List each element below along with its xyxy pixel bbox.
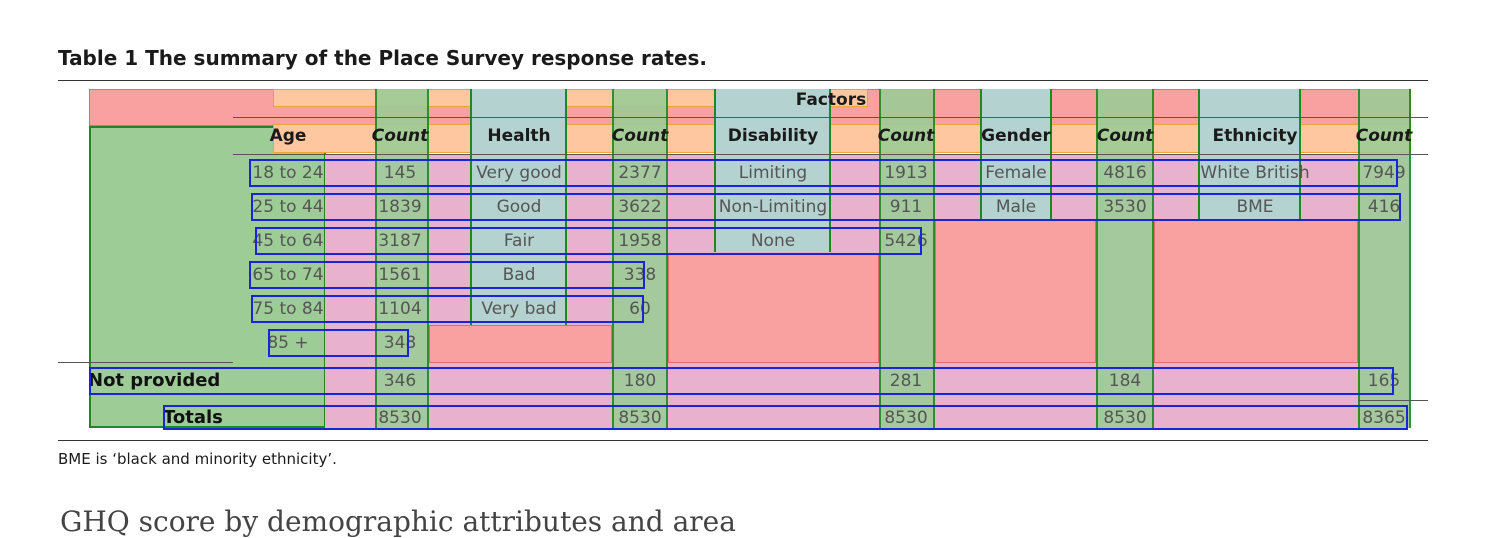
next-section-heading: GHQ score by demographic attributes and … — [60, 505, 736, 538]
table-cell: Very bad — [481, 299, 557, 319]
table-bottom-rule — [58, 440, 1428, 441]
table-cell: 75 to 84 — [252, 299, 324, 319]
table-cell: Very good — [476, 163, 562, 183]
table-cell: 1561 — [378, 265, 422, 285]
table-cell: 145 — [383, 163, 417, 183]
header-gender: Gender — [981, 126, 1051, 146]
row-box — [249, 261, 645, 289]
table-cell: 1839 — [378, 197, 422, 217]
row-box — [251, 193, 1401, 221]
not-provided-label: Not provided — [88, 370, 221, 391]
row-label-column — [89, 126, 326, 428]
table-cell: 8530 — [884, 408, 928, 428]
header-bottom-rule — [233, 154, 1428, 155]
table-cell: 3530 — [1103, 197, 1147, 217]
header-count-2: Count — [611, 126, 669, 146]
disability-col — [714, 89, 831, 252]
row-box — [163, 405, 1408, 430]
table-cell: Fair — [503, 231, 535, 251]
table-cell: 18 to 24 — [252, 163, 324, 183]
count-col-4 — [1096, 89, 1154, 428]
table-cell: 8530 — [378, 408, 422, 428]
table-cell: 85 + — [267, 333, 309, 353]
table-cell: 184 — [1108, 371, 1142, 391]
header-count-4: Count — [1096, 126, 1154, 146]
table-cell: 338 — [623, 265, 657, 285]
totals-rule — [1358, 400, 1428, 401]
table-cell: Limiting — [738, 163, 808, 183]
factors-label: Factors — [795, 90, 867, 110]
header-count-1: Count — [371, 126, 429, 146]
table-cell: 3187 — [378, 231, 422, 251]
table-cell: 60 — [629, 299, 651, 319]
empty-region-2 — [668, 253, 879, 363]
header-disability: Disability — [727, 126, 819, 146]
count-col-5 — [1358, 89, 1411, 428]
table-footnote: BME is ‘black and minority ethnicity’. — [58, 450, 337, 468]
header-count-3: Count — [877, 126, 935, 146]
row-box — [249, 159, 1398, 187]
header-count-5: Count — [1355, 126, 1413, 146]
header-health: Health — [487, 126, 551, 146]
table-cell: Non-Limiting — [718, 197, 828, 217]
header-age: Age — [269, 126, 307, 146]
table-cell: Good — [496, 197, 542, 217]
table-cell: 180 — [623, 371, 657, 391]
header-ethnicity: Ethnicity — [1212, 126, 1298, 146]
totals-label: Totals — [163, 407, 223, 428]
table-cell: 1104 — [378, 299, 422, 319]
table-cell: None — [750, 231, 796, 251]
health-col — [470, 89, 567, 326]
table-caption: Table 1 The summary of the Place Survey … — [58, 46, 708, 70]
count-col-3 — [879, 89, 935, 428]
table-top-rule — [58, 80, 1428, 81]
empty-region-1 — [429, 325, 612, 363]
table-cell: Bad — [502, 265, 536, 285]
table-cell: 7949 — [1362, 163, 1406, 183]
table-cell: BME — [1236, 197, 1274, 217]
table-cell: 8530 — [618, 408, 662, 428]
table-cell: 416 — [1367, 197, 1401, 217]
table-cell: 45 to 64 — [252, 231, 324, 251]
table-cell: 1958 — [618, 231, 662, 251]
table-cell: 281 — [889, 371, 923, 391]
table-cell: 2377 — [618, 163, 662, 183]
count-col-1 — [375, 89, 429, 428]
table-cell: 1913 — [884, 163, 928, 183]
table-cell: 8530 — [1103, 408, 1147, 428]
empty-region-3 — [935, 220, 1096, 363]
not-provided-rule — [58, 362, 233, 363]
header-rule — [233, 117, 1428, 118]
row-box — [268, 329, 409, 357]
table-cell: White British — [1200, 163, 1310, 183]
table-cell: 3622 — [618, 197, 662, 217]
table-cell: 8365 — [1362, 408, 1406, 428]
table-cell: 65 to 74 — [252, 265, 324, 285]
table-cell: 911 — [889, 197, 923, 217]
table-cell: 5426 — [884, 231, 928, 251]
row-box — [251, 295, 644, 323]
table-cell: 346 — [383, 371, 417, 391]
table-cell: Female — [985, 163, 1047, 183]
row-box — [255, 227, 922, 255]
count-col-2 — [612, 89, 668, 428]
row-box — [89, 367, 1394, 395]
empty-region-4 — [1154, 220, 1358, 363]
table-cell: Male — [995, 197, 1037, 217]
table-cell: 25 to 44 — [252, 197, 324, 217]
table-cell: 4816 — [1103, 163, 1147, 183]
